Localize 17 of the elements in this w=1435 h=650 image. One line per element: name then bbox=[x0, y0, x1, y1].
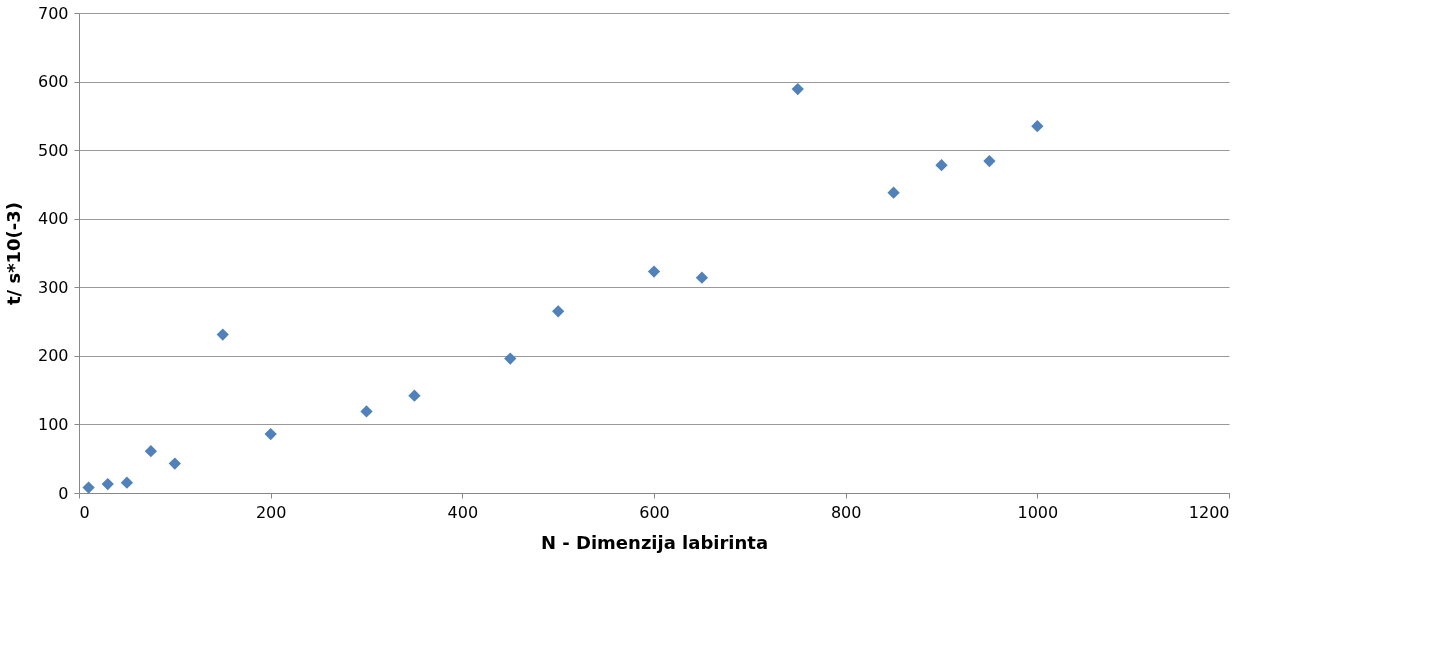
y-tick-label: 0 bbox=[58, 483, 69, 503]
x-tick-label: 400 bbox=[447, 502, 479, 522]
x-tick-label: 800 bbox=[830, 502, 862, 522]
x-tick-label: 1000 bbox=[1017, 502, 1059, 522]
x-tick-label: 600 bbox=[639, 502, 670, 522]
x-tick-label: 0 bbox=[79, 502, 90, 522]
y-tick-label: 700 bbox=[37, 3, 69, 23]
x-tick-label: 1200 bbox=[1188, 502, 1230, 522]
y-tick-label: 300 bbox=[37, 277, 69, 297]
x-tick-label: 200 bbox=[255, 502, 287, 522]
y-tick-label: 500 bbox=[37, 140, 69, 160]
y-tick-label: 200 bbox=[37, 346, 69, 366]
y-tick-label: 600 bbox=[37, 72, 69, 92]
x-axis-title: N - Dimenzija labirinta bbox=[540, 531, 769, 553]
y-tick-label: 100 bbox=[37, 414, 69, 434]
y-axis-title: t/ s*10(-3) bbox=[2, 201, 24, 306]
y-tick-label: 400 bbox=[37, 209, 69, 229]
